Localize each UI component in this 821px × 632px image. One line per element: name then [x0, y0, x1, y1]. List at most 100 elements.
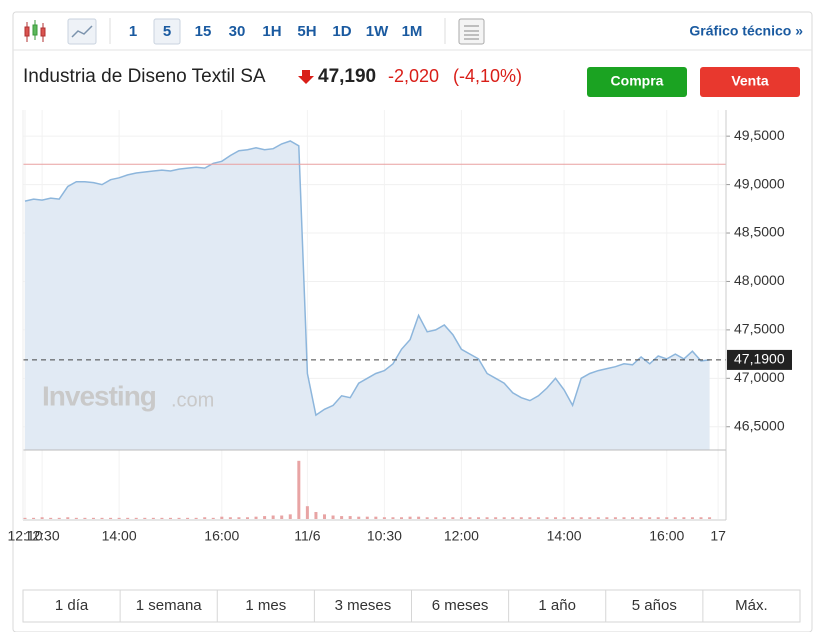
volume-bar: [545, 517, 549, 519]
volume-bar: [648, 517, 652, 519]
interval[interactable]: 1H: [262, 23, 281, 40]
volume-bar: [477, 517, 481, 519]
interval[interactable]: 1D: [332, 23, 351, 40]
volume-bar: [605, 517, 609, 519]
volume-bar: [631, 517, 635, 519]
range-button[interactable]: 1 año: [538, 597, 576, 614]
volume-bar: [699, 517, 703, 519]
volume-bar: [160, 517, 164, 519]
table-icon-glyph: [464, 25, 479, 40]
volume-bar: [32, 517, 36, 519]
range-button[interactable]: Máx.: [735, 597, 768, 614]
line-icon[interactable]: [67, 18, 97, 45]
volume-bar: [280, 515, 284, 519]
buy-label[interactable]: Compra: [611, 73, 664, 89]
volume-bar: [434, 517, 438, 519]
volume-bar: [365, 516, 369, 519]
volume-bar: [23, 517, 27, 519]
volume-bar: [459, 517, 463, 519]
volume-bar: [408, 516, 412, 519]
volume-bar: [134, 517, 138, 519]
volume-bar: [468, 517, 472, 519]
volume-bar: [596, 517, 600, 519]
x-tick-label: 12:00: [444, 528, 479, 544]
volume-bar: [442, 517, 446, 519]
price: 47,190: [318, 66, 376, 87]
volume-bar: [656, 517, 660, 519]
buy-button[interactable]: [587, 67, 687, 97]
volume-bar: [57, 517, 61, 519]
interval[interactable]: 15: [195, 23, 212, 40]
y-tick-label: 48,5000: [734, 224, 785, 240]
interval[interactable]: 30: [229, 23, 246, 40]
volume-bar: [288, 514, 292, 519]
volume-bar: [49, 517, 53, 519]
volume-bar: [613, 517, 617, 519]
y-tick-label: 47,0000: [734, 369, 785, 385]
sell-label[interactable]: Venta: [731, 73, 769, 89]
volume-bar: [391, 517, 395, 519]
volume-bar: [494, 517, 498, 519]
volume-bar: [554, 517, 558, 519]
range-button[interactable]: 5 años: [632, 597, 677, 614]
interval[interactable]: 1M: [402, 23, 423, 40]
volume-bar: [690, 517, 694, 519]
volume-bar: [237, 517, 241, 519]
volume-bar: [425, 517, 429, 519]
range-button[interactable]: 6 meses: [432, 597, 489, 614]
interval[interactable]: 1: [129, 23, 137, 40]
volume-bar: [708, 517, 712, 519]
x-tick-label: 11/6: [294, 528, 320, 544]
range-button[interactable]: 1 mes: [245, 597, 286, 614]
watermark-suffix: .com: [171, 389, 214, 411]
volume-bar: [348, 516, 352, 519]
volume-bar: [186, 517, 190, 519]
volume-bar: [66, 517, 70, 519]
volume-bar: [211, 517, 215, 519]
instrument-name: Industria de Diseno Textil SA: [23, 66, 266, 87]
volume-bar: [579, 517, 583, 519]
volume-bar: [451, 517, 455, 519]
x-tick-label: 16:00: [204, 528, 239, 544]
volume-bar: [203, 517, 207, 519]
watermark: Investing: [42, 380, 156, 411]
volume-bar: [263, 516, 267, 519]
y-tick-label: 47,5000: [734, 321, 785, 337]
volume-bar: [297, 460, 301, 519]
volume-bar: [622, 517, 626, 519]
line-icon-glyph: [71, 25, 93, 38]
last-price-box: [727, 349, 792, 370]
interval[interactable]: 1W: [366, 23, 389, 40]
volume-bar: [357, 516, 361, 519]
price-line: [24, 140, 710, 417]
technical-link[interactable]: Gráfico técnico »: [689, 23, 803, 39]
x-tick-label: 14:00: [102, 528, 137, 544]
interval[interactable]: 5: [163, 23, 171, 40]
volume-bar: [245, 517, 249, 519]
volume-bar: [109, 517, 113, 519]
candle-icon[interactable]: [24, 20, 46, 42]
interval[interactable]: 5H: [297, 23, 316, 40]
x-tick-label: 17: [710, 528, 726, 544]
x-tick-label: 12:30: [25, 528, 60, 544]
volume-bar: [40, 517, 44, 519]
y-tick-label: 48,0000: [734, 272, 785, 288]
price-area: [25, 141, 710, 450]
sell-button[interactable]: [700, 67, 800, 97]
volume-bar: [519, 517, 523, 519]
change: -2,020: [388, 66, 439, 86]
volume-bar: [271, 515, 275, 519]
volume-bar: [502, 517, 506, 519]
volume-bar: [511, 517, 515, 519]
volume-bar: [143, 517, 147, 519]
volume-bar: [305, 506, 309, 519]
volume-bar: [417, 516, 421, 519]
volume-bar: [314, 512, 318, 519]
range-button[interactable]: 1 semana: [136, 597, 203, 614]
range-button[interactable]: 3 meses: [335, 597, 392, 614]
volume-bar: [562, 517, 566, 519]
range-button[interactable]: 1 día: [55, 597, 89, 614]
volume-bar: [117, 517, 121, 519]
